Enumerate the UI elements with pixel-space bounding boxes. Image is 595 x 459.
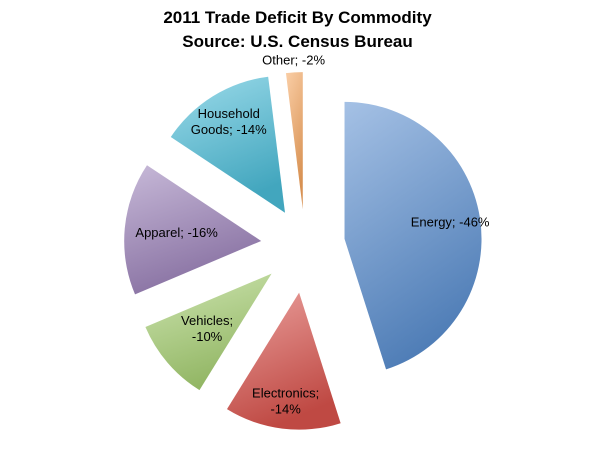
slice-label-other: Other; -2% (262, 52, 325, 67)
pie-slice-energy (344, 101, 482, 370)
pie-slice-household-goods (170, 76, 285, 213)
pie-slice-apparel (124, 165, 262, 295)
slice-label-vehicles: Vehicles; -10% (181, 313, 233, 344)
pie-slice-other (285, 72, 303, 210)
pie-slice-electronics (226, 292, 341, 430)
slice-label-electronics: Electronics; -14% (252, 385, 319, 416)
slice-label-apparel: Apparel; -16% (135, 225, 218, 240)
slice-label-household-goods: Household Goods; -14% (191, 106, 267, 137)
chart-title: 2011 Trade Deficit By Commodity (163, 8, 432, 27)
chart-subtitle: Source: U.S. Census Bureau (182, 32, 413, 51)
slice-label-energy: Energy; -46% (411, 214, 490, 229)
pie-slice-vehicles (145, 273, 272, 391)
